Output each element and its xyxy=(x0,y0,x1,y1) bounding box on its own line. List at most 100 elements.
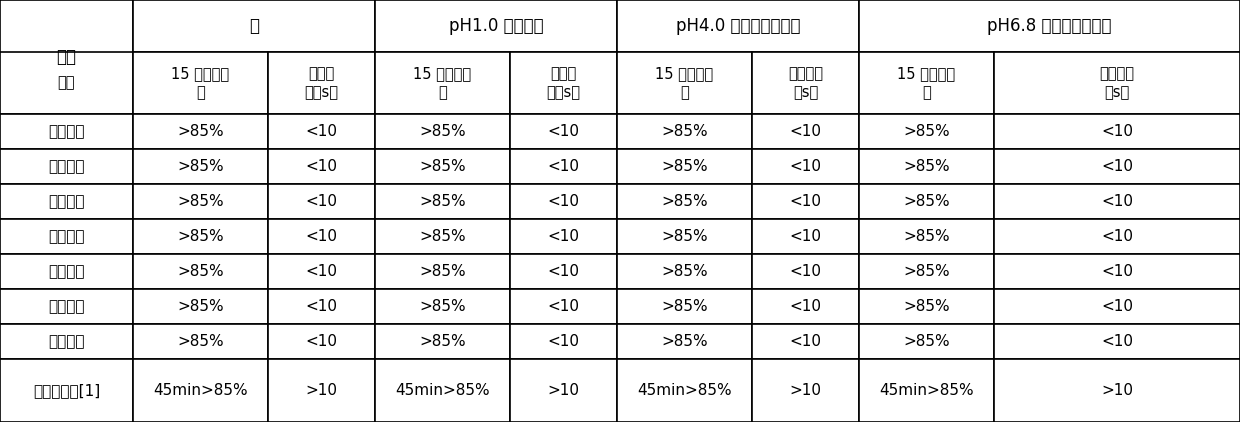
Text: <10: <10 xyxy=(305,264,337,279)
Bar xyxy=(268,52,374,114)
Text: 实施例四: 实施例四 xyxy=(48,229,84,244)
Bar xyxy=(618,52,751,114)
Text: >85%: >85% xyxy=(419,299,466,314)
Text: <10: <10 xyxy=(305,334,337,349)
Bar xyxy=(0,289,133,324)
Text: 45min>85%: 45min>85% xyxy=(879,383,973,398)
Text: >85%: >85% xyxy=(419,194,466,209)
Bar xyxy=(133,219,268,254)
Bar xyxy=(859,52,994,114)
Bar xyxy=(0,219,133,254)
Bar xyxy=(751,114,859,149)
Text: pH4.0 磷酸盐缓冲溶液: pH4.0 磷酸盐缓冲溶液 xyxy=(676,17,800,35)
Text: <10: <10 xyxy=(1101,229,1133,244)
Bar xyxy=(510,149,618,184)
Bar xyxy=(268,254,374,289)
Bar xyxy=(0,184,133,219)
Text: <10: <10 xyxy=(548,194,579,209)
Bar xyxy=(994,254,1240,289)
Bar xyxy=(994,324,1240,359)
Bar xyxy=(374,52,510,114)
Text: <10: <10 xyxy=(790,264,821,279)
Text: >85%: >85% xyxy=(903,124,950,139)
Text: 实施例二: 实施例二 xyxy=(48,159,84,174)
Bar xyxy=(859,149,994,184)
Text: >85%: >85% xyxy=(661,194,708,209)
Text: <10: <10 xyxy=(790,299,821,314)
Bar xyxy=(994,219,1240,254)
Text: >85%: >85% xyxy=(661,124,708,139)
Bar xyxy=(994,52,1240,114)
Bar xyxy=(268,324,374,359)
Text: >85%: >85% xyxy=(419,334,466,349)
Bar xyxy=(268,289,374,324)
Bar xyxy=(133,0,374,52)
Text: >85%: >85% xyxy=(661,334,708,349)
Bar xyxy=(374,289,510,324)
Bar xyxy=(994,149,1240,184)
Bar xyxy=(133,184,268,219)
Text: <10: <10 xyxy=(548,334,579,349)
Bar xyxy=(618,184,751,219)
Text: <10: <10 xyxy=(548,229,579,244)
Bar xyxy=(751,289,859,324)
Text: >85%: >85% xyxy=(903,194,950,209)
Text: >85%: >85% xyxy=(419,124,466,139)
Text: <10: <10 xyxy=(790,229,821,244)
Bar xyxy=(0,359,133,422)
Bar xyxy=(374,114,510,149)
Text: <10: <10 xyxy=(1101,299,1133,314)
Bar xyxy=(510,254,618,289)
Bar xyxy=(618,324,751,359)
Bar xyxy=(618,359,751,422)
Text: >85%: >85% xyxy=(661,299,708,314)
Text: >10: >10 xyxy=(790,383,821,398)
Text: pH6.8 磷酸盐缓冲溶液: pH6.8 磷酸盐缓冲溶液 xyxy=(987,17,1112,35)
Bar xyxy=(268,114,374,149)
Bar xyxy=(374,359,510,422)
Bar xyxy=(133,359,268,422)
Text: >10: >10 xyxy=(548,383,579,398)
Text: 15 分钟溶出
度: 15 分钟溶出 度 xyxy=(656,66,713,100)
Text: 介质: 介质 xyxy=(57,48,77,66)
Bar xyxy=(751,324,859,359)
Bar xyxy=(859,114,994,149)
Bar xyxy=(859,254,994,289)
Text: <10: <10 xyxy=(305,194,337,209)
Text: >85%: >85% xyxy=(661,229,708,244)
Bar xyxy=(751,219,859,254)
Bar xyxy=(859,0,1240,52)
Text: <10: <10 xyxy=(1101,159,1133,174)
Text: >85%: >85% xyxy=(903,264,950,279)
Bar xyxy=(618,219,751,254)
Text: >10: >10 xyxy=(305,383,337,398)
Text: >85%: >85% xyxy=(419,264,466,279)
Bar xyxy=(133,114,268,149)
Text: <10: <10 xyxy=(548,124,579,139)
Text: pH1.0 盐酸溶液: pH1.0 盐酸溶液 xyxy=(449,17,543,35)
Bar xyxy=(0,52,133,114)
Bar xyxy=(0,324,133,359)
Text: 实施例六: 实施例六 xyxy=(48,299,84,314)
Text: 45min>85%: 45min>85% xyxy=(396,383,490,398)
Text: <10: <10 xyxy=(790,124,821,139)
Text: <10: <10 xyxy=(1101,264,1133,279)
Bar xyxy=(751,254,859,289)
Bar xyxy=(859,324,994,359)
Bar xyxy=(374,184,510,219)
Text: >85%: >85% xyxy=(177,264,223,279)
Text: >85%: >85% xyxy=(903,159,950,174)
Text: >10: >10 xyxy=(1101,383,1133,398)
Bar xyxy=(618,254,751,289)
Text: 崩解时间
（s）: 崩解时间 （s） xyxy=(787,66,823,100)
Text: <10: <10 xyxy=(548,264,579,279)
Bar xyxy=(374,0,618,52)
Text: <10: <10 xyxy=(790,194,821,209)
Text: <10: <10 xyxy=(305,124,337,139)
Text: 45min>85%: 45min>85% xyxy=(637,383,732,398)
Text: 实施例一: 实施例一 xyxy=(48,124,84,139)
Bar xyxy=(510,114,618,149)
Text: 15 分钟溶出
度: 15 分钟溶出 度 xyxy=(898,66,956,100)
Text: >85%: >85% xyxy=(903,334,950,349)
Text: >85%: >85% xyxy=(177,299,223,314)
